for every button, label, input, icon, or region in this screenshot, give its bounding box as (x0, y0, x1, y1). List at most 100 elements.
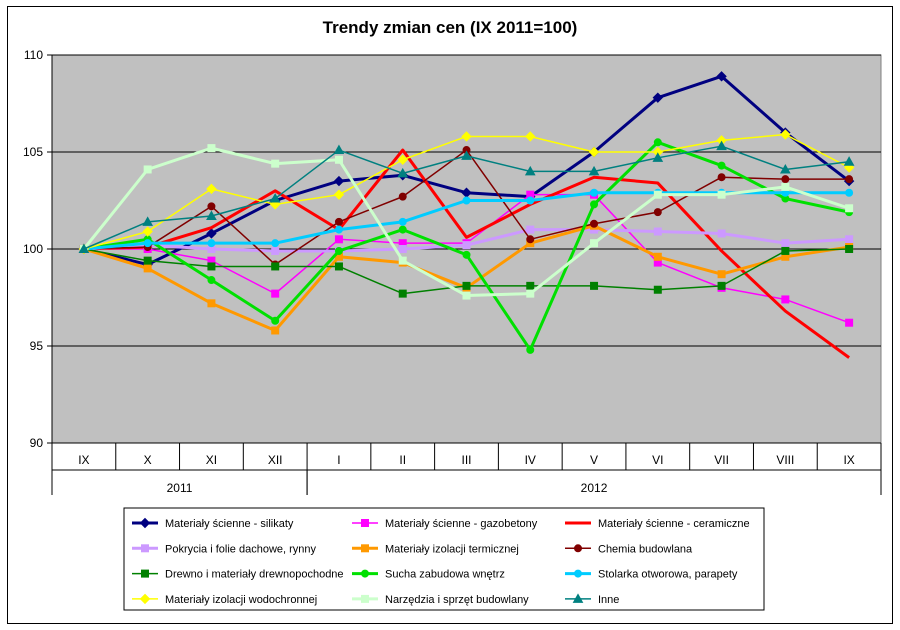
legend-label: Pokrycia i folie dachowe, rynny (165, 543, 317, 555)
data-point (206, 210, 217, 221)
data-point (590, 239, 599, 248)
data-point (653, 227, 662, 236)
data-point (781, 295, 790, 304)
data-point (843, 156, 855, 166)
x-tick-label: IV (525, 453, 536, 467)
data-point (653, 208, 662, 217)
series-layer (78, 71, 855, 359)
data-point (526, 225, 535, 234)
chart-title: Trendy zmian cen (IX 2011=100) (323, 18, 578, 37)
data-point (398, 225, 407, 234)
legend-item: Stolarka otworowa, parapety (565, 569, 738, 581)
legend-label: Materiały ścienne - silikaty (165, 518, 294, 530)
data-point (526, 289, 535, 298)
legend-label: Chemia budowlana (598, 543, 693, 555)
y-tick-label: 110 (24, 48, 43, 62)
data-point (143, 264, 152, 273)
data-point (652, 152, 664, 162)
data-point (271, 326, 280, 335)
legend-label: Materiały ścienne - ceramiczne (598, 518, 750, 530)
legend-item: Sucha zabudowa wnętrz (352, 569, 505, 581)
data-point (653, 190, 662, 199)
data-point (845, 235, 854, 244)
y-tick-label: 100 (23, 242, 43, 256)
data-point (271, 159, 280, 168)
x-tick-label: I (337, 453, 340, 467)
data-point (716, 140, 727, 151)
data-point (207, 262, 216, 271)
data-point (845, 188, 854, 197)
data-point (526, 345, 535, 354)
legend-swatch-marker (361, 594, 369, 603)
data-point (334, 225, 343, 234)
data-point (333, 144, 345, 155)
data-point (398, 289, 407, 298)
legend-swatch-marker (141, 569, 149, 578)
data-point (526, 281, 535, 290)
data-point (462, 281, 471, 290)
data-point (525, 131, 536, 142)
legend-swatch-marker (139, 593, 151, 605)
data-point (781, 246, 790, 255)
data-point (845, 175, 854, 184)
series-line (83, 148, 850, 359)
data-point (333, 175, 345, 187)
data-point (653, 138, 662, 147)
legend-label: Inne (598, 594, 619, 606)
data-point (780, 129, 791, 140)
y-axis: 90 95 100 105 110 (23, 48, 53, 450)
legend-box (123, 507, 765, 611)
data-point (845, 318, 854, 327)
data-point (716, 71, 727, 82)
x-tick-label: VII (714, 453, 729, 467)
data-point (781, 239, 790, 248)
legend-item: Narzędzia i sprzęt budowlany (352, 594, 529, 606)
year-label: 2012 (581, 481, 608, 495)
legend-swatch-marker (361, 519, 369, 527)
series-2 (83, 148, 850, 359)
data-point (207, 276, 216, 285)
data-point (207, 144, 216, 153)
data-point (334, 235, 343, 244)
data-point (717, 270, 726, 279)
data-point (590, 200, 599, 209)
data-point (142, 226, 153, 237)
series-7 (79, 138, 854, 354)
data-point (398, 256, 407, 265)
data-point (588, 146, 600, 158)
x-tick-label: II (399, 453, 406, 467)
data-point (588, 165, 600, 176)
data-point (462, 291, 471, 300)
data-point (334, 217, 343, 226)
data-point (461, 150, 472, 160)
x-tick-label: XII (268, 453, 283, 467)
y-tick-label: 105 (23, 145, 43, 159)
data-point (271, 289, 280, 298)
data-point (207, 239, 216, 248)
legend-item: Materiały ścienne - gazobetony (352, 518, 538, 530)
data-point (207, 299, 216, 308)
data-point (717, 190, 726, 199)
data-point (462, 196, 471, 205)
data-point (334, 246, 343, 255)
data-point (717, 173, 726, 182)
x-tick-label: X (144, 453, 152, 467)
legend-item: Materiały izolacji wodochronnej (132, 593, 317, 606)
legend-item: Inne (565, 593, 619, 606)
x-tick-label: III (461, 453, 471, 467)
data-point (143, 239, 152, 248)
data-point (207, 202, 216, 211)
legend-swatch-marker (574, 544, 582, 553)
legend-item: Materiały ścienne - ceramiczne (565, 518, 750, 530)
legend-item: Materiały izolacji termicznej (352, 543, 519, 555)
data-point (206, 228, 217, 239)
x-tick-label: VIII (776, 453, 794, 467)
data-point (590, 281, 599, 290)
data-point (143, 165, 152, 174)
data-point (653, 252, 662, 261)
data-point (590, 188, 599, 197)
legend: Materiały ścienne - silikaty Materiały śc… (123, 507, 765, 611)
legend-swatch-marker (574, 569, 582, 578)
